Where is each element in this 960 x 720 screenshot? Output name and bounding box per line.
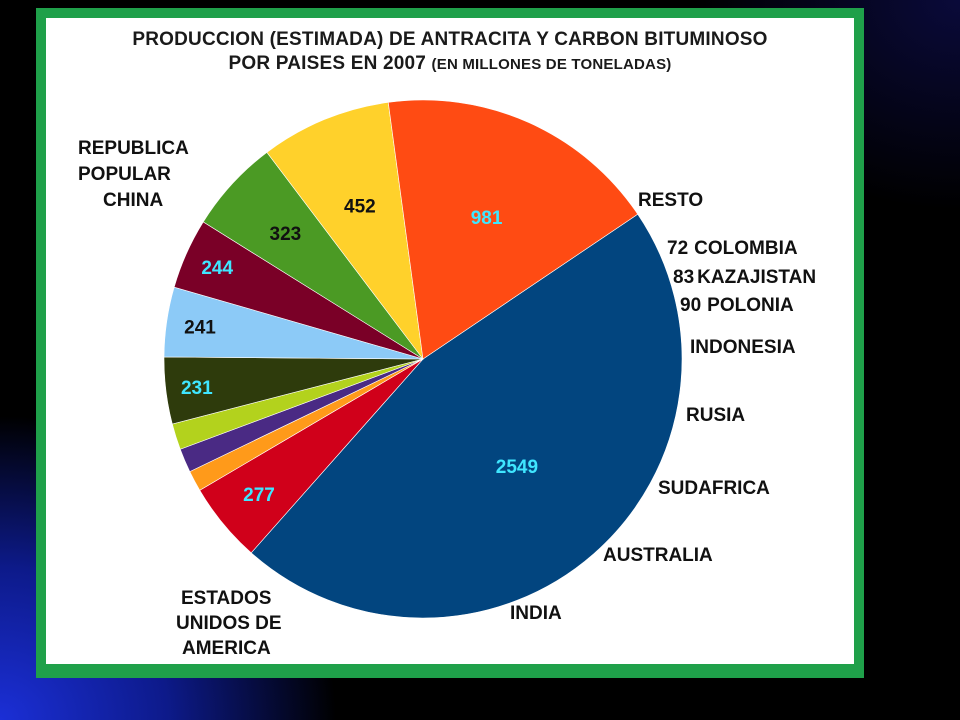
pie-chart: 2549 277 231 241 244 323 452 981 xyxy=(163,99,683,619)
chart-title-year: POR PAISES EN 2007 xyxy=(228,53,427,74)
label-china-line2: POPULAR xyxy=(78,164,171,185)
label-china-line3: CHINA xyxy=(103,190,164,211)
label-china: REPUBLICA POPULAR CHINA xyxy=(78,136,189,214)
label-resto: RESTO xyxy=(638,190,704,211)
label-kazajistan-value: 83 xyxy=(673,267,695,288)
chart-panel: PRODUCCION (ESTIMADA) DE ANTRACITA Y CAR… xyxy=(46,18,854,664)
label-kazajistan: 83 KAZAJISTAN xyxy=(673,266,816,290)
label-usa-line1: ESTADOS xyxy=(181,588,272,609)
label-australia: AUSTRALIA xyxy=(603,545,713,566)
label-polonia: 90 POLONIA xyxy=(680,294,794,318)
chart-title-line1: PRODUCCION (ESTIMADA) DE ANTRACITA Y CAR… xyxy=(132,29,768,50)
chart-title: PRODUCCION (ESTIMADA) DE ANTRACITA Y CAR… xyxy=(46,28,854,77)
pie-value-estados-unidos-de-america: 981 xyxy=(471,208,503,229)
label-rusia: RUSIA xyxy=(686,405,746,426)
label-sudafrica: SUDAFRICA xyxy=(658,478,770,499)
label-indonesia: INDONESIA xyxy=(690,337,796,358)
pie-slice-republica-popular-china xyxy=(250,213,683,619)
slide-frame: PRODUCCION (ESTIMADA) DE ANTRACITA Y CAR… xyxy=(36,8,864,678)
pie-value-australia: 323 xyxy=(270,224,302,245)
label-colombia: 72 COLOMBIA xyxy=(667,237,798,261)
pie-slice-estados-unidos-de-america xyxy=(387,99,639,360)
pie-value-sudafrica: 244 xyxy=(201,258,233,279)
chart-title-unit: (EN MILLONES DE TONELADAS) xyxy=(431,56,672,73)
label-china-line1: REPUBLICA xyxy=(78,138,189,159)
pie-value-rusia: 241 xyxy=(184,318,216,339)
chart-title-line2: POR PAISES EN 2007 (EN MILLONES DE TONEL… xyxy=(46,52,854,77)
label-polonia-value: 90 xyxy=(680,295,702,316)
pie-value-india: 452 xyxy=(344,197,376,218)
label-usa: ESTADOS UNIDOS DE AMERICA xyxy=(176,586,282,661)
label-colombia-value: 72 xyxy=(667,238,689,259)
pie-value-resto: 277 xyxy=(243,485,275,506)
label-colombia-name: COLOMBIA xyxy=(694,238,798,259)
pie-value-republica-popular-china: 2549 xyxy=(496,457,538,478)
label-india: INDIA xyxy=(510,603,562,624)
label-usa-line3: AMERICA xyxy=(182,638,271,659)
label-kazajistan-name: KAZAJISTAN xyxy=(697,267,817,288)
pie-slice-india xyxy=(266,102,424,361)
label-polonia-name: POLONIA xyxy=(707,295,794,316)
pie-value-indonesia: 231 xyxy=(181,378,213,399)
label-usa-line2: UNIDOS DE xyxy=(176,613,282,634)
